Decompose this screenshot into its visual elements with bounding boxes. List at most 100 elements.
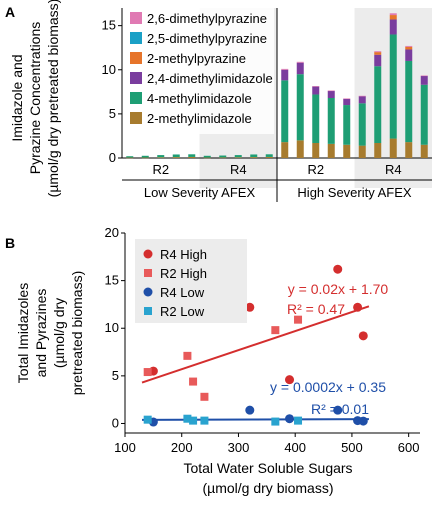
fit-equation-low: y = 0.0002x + 0.35 xyxy=(270,379,386,395)
bar-segment xyxy=(405,46,413,50)
subgroup-label: R2 xyxy=(307,162,324,177)
legend-entry: 2-methylpyrazine xyxy=(147,51,246,66)
bar-segment xyxy=(358,103,366,146)
legend-entry: 2,5-dimethylpyrazine xyxy=(147,31,267,46)
bar-segment xyxy=(389,34,397,139)
data-point xyxy=(353,302,363,312)
bar-segment xyxy=(234,155,242,158)
bar-segment xyxy=(312,94,320,143)
bar-segment xyxy=(420,84,428,145)
legend-entry: 2-methylimidazole xyxy=(147,111,252,126)
legend-marker xyxy=(144,269,152,277)
data-point xyxy=(358,331,368,341)
data-point xyxy=(245,405,255,415)
legend-swatch xyxy=(130,112,142,124)
bar-segment xyxy=(358,96,366,104)
bar-segment xyxy=(389,19,397,35)
bar-segment xyxy=(312,143,320,158)
bar-segment xyxy=(250,154,258,158)
x-tick-label: 300 xyxy=(228,440,250,455)
y-tick-label: 15 xyxy=(105,273,119,288)
legend-swatch xyxy=(130,52,142,64)
x-tick-label: 600 xyxy=(398,440,420,455)
fit-r2-low: R² = 0.01 xyxy=(311,401,369,417)
bar-segment xyxy=(405,49,413,61)
y-tick-label: 0 xyxy=(109,150,116,165)
bar-segment xyxy=(327,90,335,92)
data-point xyxy=(358,416,368,426)
y-tick-label: 10 xyxy=(102,62,116,77)
bar-segment xyxy=(126,157,134,159)
bar-segment xyxy=(126,156,134,158)
bar-segment xyxy=(343,98,351,106)
bar-segment xyxy=(389,13,397,16)
panel-b-scatter-chart: B 0 5 10 15 20 100 200 300 400 500 600 Total Water S… xyxy=(5,225,420,496)
y-tick-label: 0 xyxy=(112,415,119,430)
bar-segment xyxy=(343,105,351,145)
data-point xyxy=(271,417,280,426)
legend-swatch xyxy=(130,72,142,84)
legend-entry: 4-methylimidazole xyxy=(147,91,252,106)
bar-segment xyxy=(358,95,366,97)
bar-segment xyxy=(374,52,382,55)
y-axis-label: pretreated biomass) xyxy=(69,271,85,396)
legend-entry: 2,4-dimethylimidazole xyxy=(147,71,273,86)
bar-segment xyxy=(374,143,382,158)
x-axis-label: Total Water Soluble Sugars xyxy=(183,460,352,476)
fit-equation-high: y = 0.02x + 1.70 xyxy=(288,281,389,297)
x-tick-label: 400 xyxy=(284,440,306,455)
bar-segment xyxy=(296,61,304,63)
y-tick-label: 15 xyxy=(102,18,116,33)
bar-segment xyxy=(296,140,304,158)
y-tick-label: 5 xyxy=(109,106,116,121)
bar-segment xyxy=(389,15,397,20)
y-tick-label: 10 xyxy=(105,320,119,335)
bar-segment xyxy=(250,157,258,158)
fit-line-high xyxy=(141,305,370,384)
bar-segment xyxy=(374,54,382,67)
y-tick-label: 20 xyxy=(105,225,119,240)
y-tick-label: 5 xyxy=(112,368,119,383)
bar-segment xyxy=(312,86,320,87)
legend-entry: R2 Low xyxy=(160,304,205,319)
data-point xyxy=(294,416,303,425)
bar-segment xyxy=(188,154,196,157)
x-tick-label: 500 xyxy=(341,440,363,455)
bar-segment xyxy=(374,51,382,53)
bar-segment xyxy=(141,157,149,159)
subgroup-label: R2 xyxy=(152,162,169,177)
data-point xyxy=(285,375,295,385)
bar-segment xyxy=(203,155,211,158)
legend-marker xyxy=(143,249,153,259)
bar-segment xyxy=(296,62,304,75)
bar-segment xyxy=(343,98,351,100)
data-point xyxy=(183,414,192,423)
bar-segment xyxy=(219,155,227,158)
legend-marker xyxy=(143,287,153,297)
data-point xyxy=(200,392,209,401)
panel-label-b: B xyxy=(5,235,15,251)
legend-entry: R2 High xyxy=(160,266,207,281)
bar-segment xyxy=(281,69,289,81)
bar-segment xyxy=(188,156,196,158)
panel-a-bar-chart: A 0 5 10 15 R2 R4 Low Severity AFEX R2 R4 High Sev… xyxy=(5,0,432,202)
x-tick-label: 100 xyxy=(114,440,136,455)
bar-segment xyxy=(172,157,180,158)
panel-label-a: A xyxy=(5,4,15,20)
data-point xyxy=(333,405,343,415)
fit-line-low xyxy=(142,418,369,421)
data-point xyxy=(271,326,280,335)
legend-swatch xyxy=(130,92,142,104)
bar-segment xyxy=(172,154,180,158)
legend-swatch xyxy=(130,32,142,44)
y-axis-label: Total Imidazoles xyxy=(15,283,31,383)
bar-segment xyxy=(358,145,366,158)
bar-segment xyxy=(281,68,289,70)
data-point xyxy=(333,264,343,274)
y-axis-label: Pyrazine Concentrations xyxy=(27,22,43,175)
data-point xyxy=(200,416,209,425)
subgroup-label: R4 xyxy=(385,162,402,177)
data-point xyxy=(294,315,303,324)
legend-background xyxy=(135,239,247,323)
fit-r2-high: R² = 0.47 xyxy=(287,301,345,317)
